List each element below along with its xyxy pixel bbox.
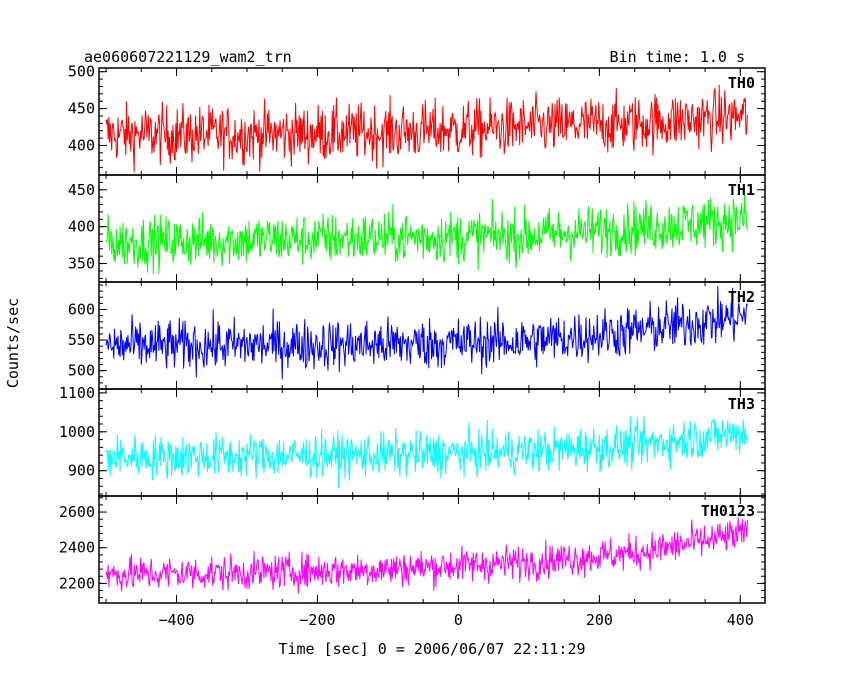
panel-frame xyxy=(98,388,766,497)
panels-group: 400 450 500 TH0 350 400 450 TH1 500 550 600 TH2 900 1… xyxy=(59,63,766,604)
y-tick-label: 500 xyxy=(68,362,95,380)
panel-frame xyxy=(98,495,766,604)
y-tick-label: 350 xyxy=(68,255,95,273)
panel-label: TH1 xyxy=(728,181,755,199)
series-th2-line xyxy=(105,286,748,380)
y-tick-label: 450 xyxy=(68,181,95,199)
y-tick-label: 1000 xyxy=(59,423,95,441)
y-tick-label: 500 xyxy=(68,63,95,81)
y-tick-label: 400 xyxy=(68,136,95,154)
y-axis-title: Counts/sec xyxy=(4,298,22,388)
y-tick-label: 550 xyxy=(68,331,95,349)
y-tick-label: 450 xyxy=(68,100,95,118)
series-th1-line xyxy=(105,193,748,274)
x-axis: −400 −200 0 200 400 xyxy=(158,611,753,629)
header-right-bin-time: Bin time: 1.0 s xyxy=(610,48,745,66)
x-tick-label: 200 xyxy=(586,611,613,629)
y-tick-label: 2400 xyxy=(59,539,95,557)
header-left-title: ae060607221129_wam2_trn xyxy=(84,48,292,66)
x-tick-label: 400 xyxy=(727,611,754,629)
x-axis-title: Time [sec] 0 = 2006/06/07 22:11:29 xyxy=(278,640,585,658)
panel-th2: 500 550 600 TH2 xyxy=(68,281,766,390)
panel-th3: 900 1000 1100 TH3 xyxy=(59,384,766,497)
panel-label: TH0123 xyxy=(701,502,755,520)
y-tick-label: 400 xyxy=(68,218,95,236)
x-tick-label: −200 xyxy=(299,611,335,629)
panel-frame xyxy=(98,281,766,390)
panel-label: TH0 xyxy=(728,74,755,92)
y-tick-label: 2200 xyxy=(59,574,95,592)
series-th0123-line xyxy=(105,517,748,594)
panel-label: TH2 xyxy=(728,288,755,306)
y-tick-label: 1100 xyxy=(59,384,95,402)
series-th3-line xyxy=(105,415,748,489)
x-tick-label: −400 xyxy=(158,611,194,629)
panel-label: TH3 xyxy=(728,395,755,413)
panel-th0123: 2200 2400 2600 TH0123 xyxy=(59,495,766,604)
x-tick-label: 0 xyxy=(454,611,463,629)
panel-th1: 350 400 450 TH1 xyxy=(68,174,766,283)
y-tick-label: 900 xyxy=(68,462,95,480)
y-tick-label: 2600 xyxy=(59,503,95,521)
series-th0-line xyxy=(105,84,748,173)
y-tick-label: 600 xyxy=(68,301,95,319)
panel-th0: 400 450 500 TH0 xyxy=(68,63,766,176)
